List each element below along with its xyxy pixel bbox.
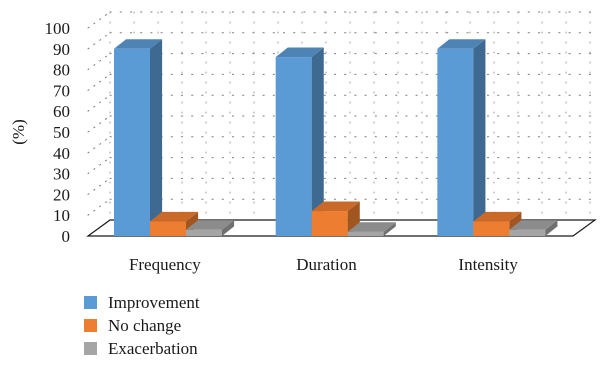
y-tick-label: 0: [62, 227, 71, 246]
legend-swatch: [84, 296, 97, 309]
legend-swatch: [84, 342, 97, 355]
bar-duration-exacerbation: [347, 222, 396, 236]
gridline-side: [87, 94, 111, 112]
legend-item-improvement: Improvement: [84, 293, 200, 312]
gridline-side: [87, 177, 111, 195]
y-tick-label: 80: [53, 61, 70, 80]
category-label-duration: Duration: [296, 255, 357, 274]
y-axis-title: (%): [9, 119, 28, 144]
y-tick-label: 40: [53, 144, 70, 163]
legend-item-exacerbation: Exacerbation: [84, 339, 198, 358]
bar-front: [275, 57, 312, 237]
y-tick-label: 70: [53, 81, 70, 100]
bar-side: [222, 220, 235, 236]
bar-side: [473, 39, 486, 237]
legend-label: No change: [108, 316, 181, 335]
bar-top: [509, 220, 558, 230]
bar-side: [383, 222, 396, 236]
gridline-side: [87, 136, 111, 154]
bar-side: [545, 220, 558, 236]
bar-front: [311, 211, 348, 236]
bar-front: [509, 229, 546, 236]
bar-front: [114, 48, 150, 236]
bar-top: [275, 47, 324, 58]
bar-intensity-no-change: [473, 211, 522, 236]
bar-frequency-improvement: [114, 39, 163, 237]
legend-item-no-change: No change: [84, 316, 181, 335]
y-tick-label: 60: [53, 102, 70, 121]
y-tick-label: 100: [45, 19, 71, 38]
y-tick-label: 50: [53, 123, 70, 142]
bar-front: [347, 231, 384, 236]
y-tick-label: 90: [53, 40, 70, 59]
legend-label: Improvement: [108, 293, 200, 312]
legend-label: Exacerbation: [108, 339, 198, 358]
bar-top: [347, 222, 396, 232]
bar-top: [437, 39, 486, 49]
gridline-side: [87, 157, 111, 175]
bar-side: [150, 39, 163, 237]
gridline-side: [87, 73, 111, 91]
bar-intensity-exacerbation: [509, 220, 558, 236]
bar-frequency-exacerbation: [186, 220, 235, 236]
y-tick-label: 30: [53, 165, 70, 184]
bar-front: [473, 221, 510, 236]
gridline-side: [87, 32, 111, 50]
gridline-side: [87, 11, 111, 29]
x-axis-categories: Frequency Duration Intensity: [129, 255, 518, 274]
legend-swatch: [84, 319, 97, 332]
gridline-side: [87, 53, 111, 71]
chart-bars: [114, 39, 558, 237]
bar-duration-improvement: [275, 47, 324, 237]
bar-top: [114, 39, 163, 49]
bar-front: [150, 221, 186, 236]
bar-side: [311, 47, 324, 236]
bar-frequency-no-change: [150, 211, 199, 236]
bar-top: [186, 220, 235, 230]
category-label-intensity: Intensity: [458, 255, 518, 274]
category-label-frequency: Frequency: [129, 255, 201, 274]
y-tick-label: 10: [53, 206, 70, 225]
gridline-side: [87, 115, 111, 133]
bar-top: [311, 201, 360, 212]
bar-intensity-improvement: [437, 39, 486, 237]
bar-front: [186, 229, 222, 236]
y-tick-label: 20: [53, 185, 70, 204]
bar-front: [437, 48, 474, 236]
chart-legend: Improvement No change Exacerbation: [84, 293, 200, 358]
gridline-side: [87, 198, 111, 216]
bar-top: [150, 211, 199, 222]
bar-top: [473, 211, 522, 222]
